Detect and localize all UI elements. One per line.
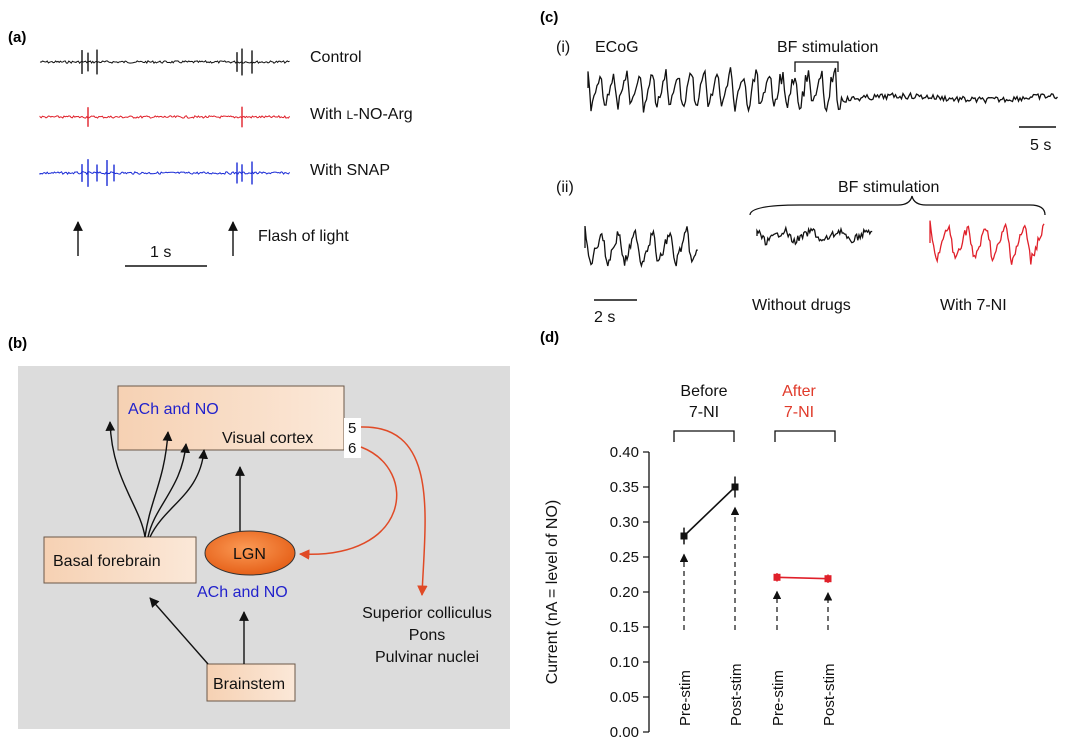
ecog-label: ECoG bbox=[595, 39, 639, 56]
ecog-traces-ii bbox=[584, 220, 1045, 269]
group-before-bracket bbox=[673, 430, 735, 442]
x-category-label: Pre-stim bbox=[770, 670, 787, 726]
arrow-bf-to-cortex-4 bbox=[149, 449, 209, 538]
spike-traces bbox=[39, 48, 291, 187]
scale-bar-ii-label: 2 s bbox=[594, 309, 615, 326]
y-tick-label: 0.40 bbox=[610, 444, 639, 461]
arrow-layer5-to-targets bbox=[360, 426, 428, 597]
y-tick-label: 0.30 bbox=[610, 514, 639, 531]
panel-c-label: (c) bbox=[540, 9, 558, 26]
panel-d: (d) Before 7-NI After 7-NI 0.000.050.100… bbox=[540, 329, 838, 740]
panel-d-label: (d) bbox=[540, 329, 559, 346]
brainstem-box bbox=[206, 663, 296, 702]
panel-a: (a) Control With L-NO-Arg With SNAP Flas… bbox=[8, 29, 413, 267]
target-pulvinar: Pulvinar nuclei bbox=[375, 649, 479, 666]
ach-no-lgn-label: ACh and NO bbox=[197, 584, 288, 601]
group-after-line1: After bbox=[782, 383, 816, 400]
y-tick-label: 0.15 bbox=[610, 619, 639, 636]
trace-label-control: Control bbox=[310, 49, 362, 66]
sub-ii-label: (ii) bbox=[556, 179, 574, 196]
bf-stim-i-bracket bbox=[794, 61, 839, 72]
trace-label-snap: With SNAP bbox=[310, 162, 390, 179]
corticofugal-arrows bbox=[298, 426, 428, 597]
basal-forebrain-label: Basal forebrain bbox=[53, 553, 161, 570]
trace-baseline bbox=[39, 114, 291, 119]
without-drugs-label: Without drugs bbox=[752, 297, 851, 314]
x-category-label: Post-stim bbox=[821, 663, 838, 726]
lgn-node bbox=[204, 530, 296, 576]
trace-label-lnoarg: With L-NO-Arg bbox=[310, 106, 413, 123]
flash-label: Flash of light bbox=[258, 228, 349, 245]
trace-without-drugs bbox=[756, 225, 873, 246]
y-tick-label: 0.10 bbox=[610, 654, 639, 671]
bf-stim-ii-brace bbox=[749, 195, 1046, 216]
panel-b: (b) ACh and NO Visual cortex 5 6 Basal f… bbox=[8, 335, 510, 729]
x-category-label: Post-stim bbox=[728, 663, 745, 726]
series-line bbox=[683, 486, 736, 537]
data-point bbox=[824, 575, 832, 583]
ach-no-cortex-label: ACh and NO bbox=[128, 401, 219, 418]
data-point bbox=[680, 532, 688, 540]
arrow-bf-to-cortex-3 bbox=[147, 443, 191, 538]
layer-5-box bbox=[344, 418, 361, 438]
y-tick-label: 0.00 bbox=[610, 724, 639, 740]
ecog-trace bbox=[587, 67, 1058, 114]
bf-stim-i-label: BF stimulation bbox=[777, 39, 878, 56]
group-before-line2: 7-NI bbox=[689, 404, 719, 421]
layer-5-label: 5 bbox=[348, 420, 356, 437]
group-after-line2: 7-NI bbox=[784, 404, 814, 421]
with-7ni-label: With 7-NI bbox=[940, 297, 1007, 314]
target-superior-colliculus: Superior colliculus bbox=[362, 605, 492, 622]
visual-cortex-label: Visual cortex bbox=[222, 430, 313, 447]
cholinergic-arrows bbox=[105, 421, 249, 665]
basal-forebrain-box bbox=[43, 536, 197, 584]
panel-a-label: (a) bbox=[8, 29, 26, 46]
layer-6-box bbox=[344, 438, 361, 458]
group-after-bracket bbox=[774, 430, 836, 442]
trace-baseline-ii bbox=[584, 225, 698, 269]
flash-arrows bbox=[73, 221, 238, 256]
data-point bbox=[731, 483, 739, 491]
y-tick-label: 0.20 bbox=[610, 584, 639, 601]
ecog-line bbox=[587, 67, 1058, 114]
y-axis-label: Current (nA = level of NO) bbox=[544, 500, 561, 685]
bf-stim-ii-label: BF stimulation bbox=[838, 179, 939, 196]
brainstem-label: Brainstem bbox=[213, 676, 285, 693]
y-tick-label: 0.05 bbox=[610, 689, 639, 706]
lgn-label: LGN bbox=[233, 546, 266, 563]
x-category-label: Pre-stim bbox=[677, 670, 694, 726]
data-point bbox=[773, 573, 781, 581]
series-line bbox=[776, 576, 829, 580]
y-tick-label: 0.35 bbox=[610, 479, 639, 496]
y-tick-label: 0.25 bbox=[610, 549, 639, 566]
group-before-line1: Before bbox=[680, 383, 727, 400]
target-pons: Pons bbox=[409, 627, 445, 644]
trace-with-7ni bbox=[929, 220, 1045, 265]
arrow-bf-to-cortex-2 bbox=[144, 431, 173, 538]
visual-cortex-box bbox=[117, 385, 345, 451]
arrow-brainstem-to-bf bbox=[149, 597, 209, 665]
trace-baseline bbox=[39, 171, 290, 176]
panel-b-label: (b) bbox=[8, 335, 27, 352]
layer-6-label: 6 bbox=[348, 440, 356, 457]
arrow-layer6-to-lgn bbox=[298, 446, 398, 560]
arrow-bf-to-cortex-1 bbox=[105, 421, 146, 538]
scale-bar-a-label: 1 s bbox=[150, 244, 171, 261]
sub-i-label: (i) bbox=[556, 39, 570, 56]
no-current-chart: 0.00 0.05 0.10 0.15 0.20 0.25 0.30 0.35 0.40 Pre-… bbox=[610, 444, 838, 740]
scale-bar-i-label: 5 s bbox=[1030, 137, 1051, 154]
panel-c: (c) (i) ECoG BF stimulation 5 s (ii) BF … bbox=[540, 9, 1058, 326]
